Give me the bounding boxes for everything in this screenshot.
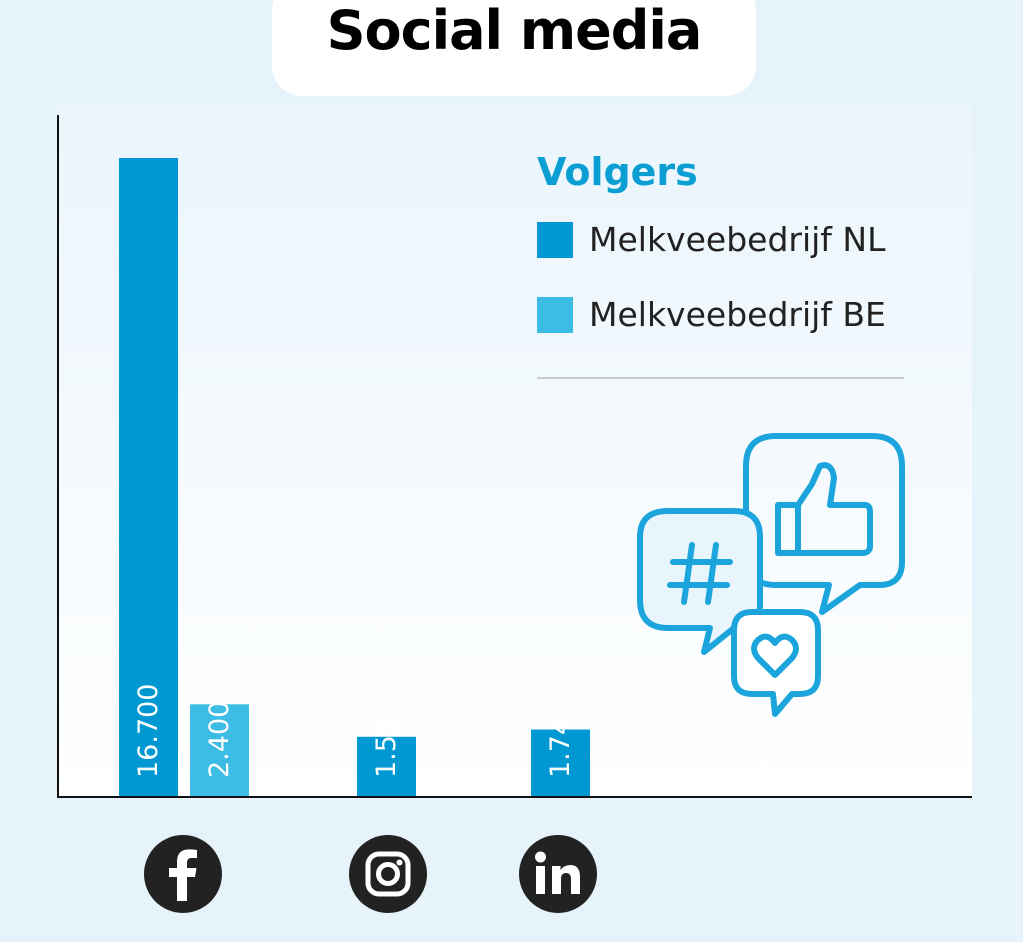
legend-label-nl: Melkveebedrijf NL: [589, 220, 886, 259]
bar-instagram-nl: [357, 736, 416, 796]
legend-item-be: Melkveebedrijf BE: [537, 295, 886, 334]
bar-facebook-nl: [119, 158, 178, 796]
title-card: [272, 0, 756, 96]
bar-label-linkedin-nl: 1.740: [545, 701, 576, 778]
bar-facebook-be: [190, 704, 249, 796]
chart-title: Social media: [326, 0, 703, 62]
bar-label-facebook-nl: 16.700: [133, 684, 164, 778]
bars: 16.700 1.550 1.740 2.400: [119, 158, 590, 796]
legend-item-nl: Melkveebedrijf NL: [537, 220, 885, 259]
legend-swatch-be: [537, 296, 573, 333]
facebook-icon: [144, 835, 222, 913]
bar-linkedin-nl: [531, 729, 590, 796]
social-chat-bubbles-icon: [637, 433, 905, 717]
linkedin-icon: [519, 835, 597, 913]
legend-title: Volgers: [537, 150, 698, 194]
legend-divider: [537, 377, 904, 379]
bar-label-facebook-be: 2.400: [204, 701, 235, 778]
legend-label-be: Melkveebedrijf BE: [589, 295, 886, 334]
legend-swatch-nl: [537, 221, 573, 258]
instagram-icon: [349, 835, 427, 913]
bar-label-instagram-nl: 1.550: [371, 701, 402, 778]
